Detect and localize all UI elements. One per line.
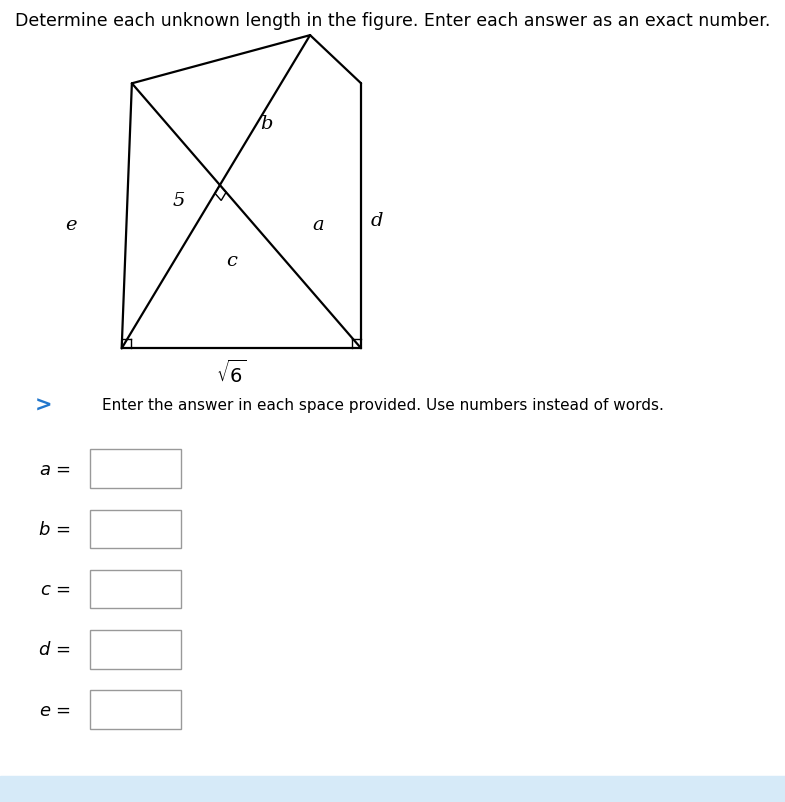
Bar (90, 510, 181, 549)
Text: $\mathit{e}$ =: $\mathit{e}$ = (38, 701, 71, 719)
Text: $\mathit{a}$ =: $\mathit{a}$ = (38, 460, 71, 478)
Text: $\mathit{b}$ =: $\mathit{b}$ = (38, 520, 71, 538)
Text: >: > (35, 395, 52, 415)
Text: d: d (371, 212, 383, 229)
Text: e: e (65, 216, 76, 233)
Text: $\mathit{c}$ =: $\mathit{c}$ = (40, 581, 71, 598)
Bar (90, 570, 181, 609)
Bar (90, 630, 181, 669)
Bar (0, 776, 785, 802)
Text: $\mathit{d}$ =: $\mathit{d}$ = (38, 641, 71, 658)
Text: Determine each unknown length in the figure. Enter each answer as an exact numbe: Determine each unknown length in the fig… (15, 12, 770, 30)
Text: b: b (261, 115, 273, 133)
Bar (90, 450, 181, 488)
Text: c: c (226, 252, 237, 269)
Text: 5: 5 (173, 192, 185, 209)
Text: Enter the answer in each space provided. Use numbers instead of words.: Enter the answer in each space provided.… (102, 398, 664, 412)
Text: $\sqrt{6}$: $\sqrt{6}$ (216, 359, 247, 387)
Bar (90, 691, 181, 729)
Text: a: a (312, 216, 323, 233)
